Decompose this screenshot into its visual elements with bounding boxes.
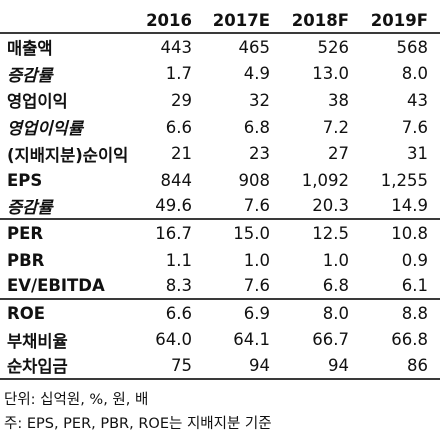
row-value: 6.6 — [165, 117, 192, 137]
table-row: 순차입금 75 94 94 86 — [0, 353, 440, 380]
row-value: 6.6 — [165, 303, 192, 323]
row-label: 증감률 — [7, 65, 53, 85]
basis-note: 주: EPS, PER, PBR, ROE는 지배지분 기준 — [4, 416, 272, 432]
header-col-2017e: 2017E — [212, 10, 270, 30]
row-value: 32 — [249, 90, 270, 110]
row-label: 부채비율 — [7, 331, 68, 351]
row-value: 6.8 — [322, 276, 349, 296]
row-value: 443 — [160, 37, 193, 57]
row-value: 21 — [171, 144, 192, 164]
table-body: 매출액 443 465 526 568 증감률 1.7 4.9 13.0 8.0 영업이익 29 32 3… — [0, 34, 440, 380]
row-value: 1,092 — [301, 170, 349, 190]
row-label: 순차입금 — [7, 357, 68, 377]
row-value: 10.8 — [391, 223, 428, 243]
row-value: 27 — [328, 144, 349, 164]
row-label: PBR — [7, 250, 45, 270]
row-value: 64.1 — [233, 330, 270, 350]
row-value: 49.6 — [155, 196, 192, 216]
header-col-2016: 2016 — [146, 10, 192, 30]
row-value: 7.2 — [322, 117, 349, 137]
row-value: 31 — [407, 144, 428, 164]
row-value: 1.0 — [322, 250, 349, 270]
row-value: 43 — [407, 90, 428, 110]
table-row: EV/EBITDA 8.3 7.6 6.8 6.1 — [0, 273, 440, 300]
header-col-2018f: 2018F — [291, 10, 349, 30]
row-value: 1.7 — [165, 64, 192, 84]
row-label: EPS — [7, 170, 43, 190]
row-value: 13.0 — [312, 64, 349, 84]
row-value: 1.0 — [243, 250, 270, 270]
row-value: 6.8 — [243, 117, 270, 137]
row-value: 7.6 — [243, 276, 270, 296]
row-value: 94 — [249, 355, 270, 375]
row-value: 75 — [171, 355, 192, 375]
row-label: 증감률 — [7, 197, 53, 217]
row-value: 64.0 — [155, 330, 192, 350]
row-value: 29 — [171, 90, 192, 110]
row-label: PER — [7, 223, 44, 243]
row-label: 매출액 — [7, 39, 53, 59]
row-value: 844 — [160, 170, 193, 190]
row-value: 6.1 — [401, 276, 428, 296]
row-value: 23 — [249, 144, 270, 164]
table-row: 영업이익 29 32 38 43 — [0, 87, 440, 114]
table-row: PER 16.7 15.0 12.5 10.8 — [0, 220, 440, 247]
row-value: 8.0 — [322, 303, 349, 323]
row-value: 6.9 — [243, 303, 270, 323]
row-value: 94 — [328, 355, 349, 375]
row-value: 20.3 — [312, 196, 349, 216]
row-value: 1,255 — [380, 170, 428, 190]
row-value: 66.7 — [312, 330, 349, 350]
table-row: 부채비율 64.0 64.1 66.7 66.8 — [0, 327, 440, 354]
row-value: 14.9 — [391, 196, 428, 216]
row-value: 16.7 — [155, 223, 192, 243]
row-label: 영업이익률 — [7, 119, 83, 139]
row-label: (지배지분)순이익 — [7, 145, 129, 165]
table-row: 매출액 443 465 526 568 — [0, 34, 440, 61]
row-value: 1.1 — [165, 250, 192, 270]
table-row: EPS 844 908 1,092 1,255 — [0, 167, 440, 194]
row-value: 8.8 — [401, 303, 428, 323]
row-value: 7.6 — [401, 117, 428, 137]
row-value: 526 — [317, 37, 350, 57]
row-value: 465 — [238, 37, 271, 57]
row-label: EV/EBITDA — [7, 276, 105, 296]
table-row: 증감률 1.7 4.9 13.0 8.0 — [0, 61, 440, 88]
row-label: ROE — [7, 303, 46, 323]
unit-note: 단위: 십억원, %, 원, 배 — [4, 392, 149, 408]
row-value: 12.5 — [312, 223, 349, 243]
row-value: 568 — [396, 37, 429, 57]
row-value: 8.3 — [165, 276, 192, 296]
row-value: 66.8 — [391, 330, 428, 350]
row-value: 8.0 — [401, 64, 428, 84]
row-value: 86 — [407, 355, 428, 375]
row-value: 908 — [238, 170, 271, 190]
table-row: (지배지분)순이익 21 23 27 31 — [0, 140, 440, 167]
row-value: 38 — [328, 90, 349, 110]
row-value: 4.9 — [243, 64, 270, 84]
table-row: 증감률 49.6 7.6 20.3 14.9 — [0, 194, 440, 221]
row-value: 15.0 — [233, 223, 270, 243]
row-value: 7.6 — [243, 196, 270, 216]
table-row: PBR 1.1 1.0 1.0 0.9 — [0, 247, 440, 274]
table-header: 2016 2017E 2018F 2019F — [0, 0, 440, 34]
row-value: 0.9 — [401, 250, 428, 270]
table-row: 영업이익률 6.6 6.8 7.2 7.6 — [0, 114, 440, 141]
row-label: 영업이익 — [7, 92, 68, 112]
table-row: ROE 6.6 6.9 8.0 8.8 — [0, 300, 440, 327]
header-col-2019f: 2019F — [370, 10, 428, 30]
financial-table: 2016 2017E 2018F 2019F 매출액 443 465 526 568 증감… — [0, 0, 440, 380]
